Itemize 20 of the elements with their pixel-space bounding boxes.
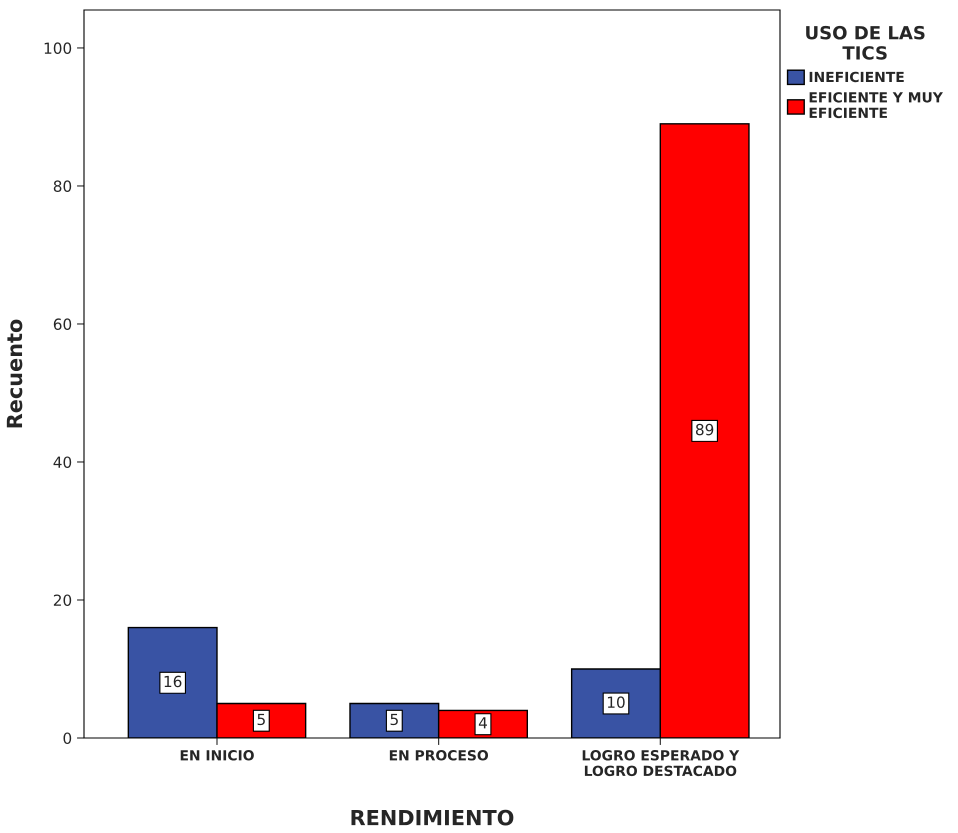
x-tick-label: LOGRO ESPERADO Y LOGRO DESTACADO <box>582 750 740 776</box>
x-axis-title: RENDIMIENTO <box>352 810 514 826</box>
data-label: 89 <box>696 424 714 436</box>
y-tick-label: 100 <box>44 42 72 54</box>
legend-label: INEFICIENTE <box>810 72 904 82</box>
y-tick-label: 80 <box>54 180 72 192</box>
y-tick-label: 60 <box>54 318 72 330</box>
data-label: 16 <box>164 676 182 688</box>
legend-label: EFICIENTE Y MUY EFICIENTE <box>810 92 943 118</box>
y-axis-title: Recuento <box>6 320 22 428</box>
data-label: 10 <box>608 696 625 708</box>
data-label: 5 <box>390 714 398 726</box>
y-tick-label: 40 <box>54 456 72 468</box>
y-tick-label: 20 <box>54 594 72 606</box>
data-label: 5 <box>258 714 265 726</box>
y-tick-label: 0 <box>63 732 72 744</box>
x-tick-label: EN PROCESO <box>390 750 488 761</box>
data-label: 4 <box>478 717 487 728</box>
legend-title: USO DE LAS TICS <box>806 26 925 60</box>
x-tick-label: EN INICIO <box>180 750 254 761</box>
